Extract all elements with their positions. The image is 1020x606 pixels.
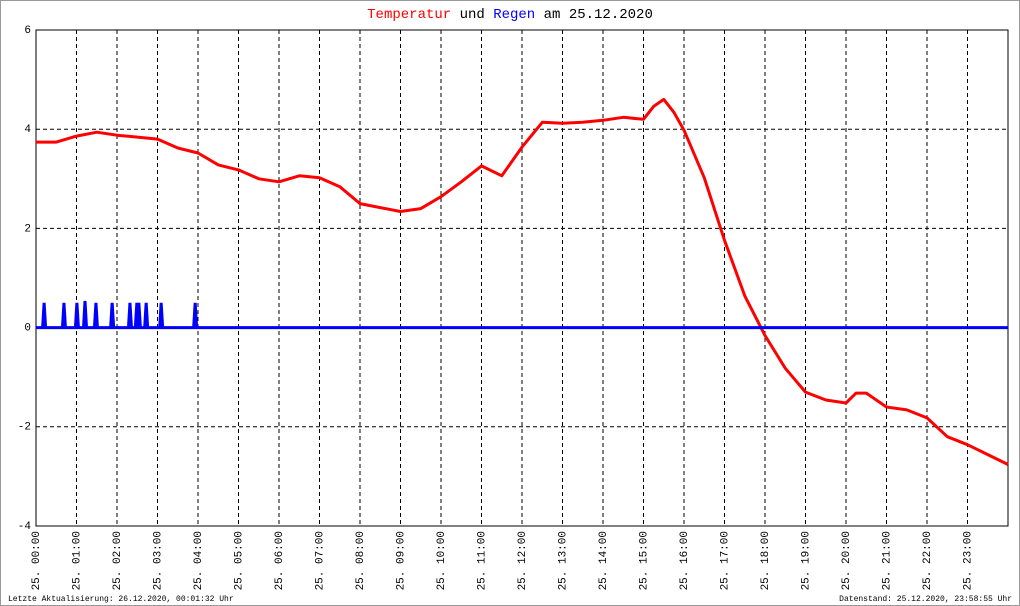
x-tick-label: 25. 13:00 bbox=[557, 531, 569, 590]
x-tick-label: 25. 06:00 bbox=[274, 531, 286, 590]
rain-spike bbox=[126, 302, 133, 328]
footer-data-state: Datenstand: 25.12.2020, 23:58:55 Uhr bbox=[839, 595, 1012, 604]
rain-spike bbox=[143, 302, 150, 328]
x-tick-label: 25. 15:00 bbox=[638, 531, 650, 590]
x-tick-label: 25. 03:00 bbox=[152, 531, 164, 590]
chart-title: Temperatur und Regen am 25.12.2020 bbox=[367, 7, 653, 23]
rain-spike bbox=[60, 302, 67, 328]
rain-spike bbox=[135, 302, 142, 328]
rain-spike bbox=[192, 302, 199, 328]
x-tick-label: 25. 20:00 bbox=[841, 531, 853, 590]
x-tick-label: 25. 18:00 bbox=[760, 531, 772, 590]
x-tick-label: 25. 02:00 bbox=[112, 531, 124, 590]
rain-spike bbox=[158, 302, 165, 328]
rain-spike bbox=[92, 302, 99, 328]
x-tick-label: 25. 10:00 bbox=[436, 531, 448, 590]
x-tick-label: 25. 07:00 bbox=[314, 531, 326, 590]
x-tick-label: 25. 05:00 bbox=[233, 531, 245, 590]
footer-updated: Letzte Aktualisierung: 26.12.2020, 00:01… bbox=[8, 595, 234, 604]
x-tick-label: 25. 23:00 bbox=[962, 531, 974, 590]
y-tick-label: 0 bbox=[24, 323, 31, 335]
title-temperature: Temperatur bbox=[367, 7, 451, 23]
y-tick-label: -4 bbox=[18, 521, 32, 533]
rain-spike bbox=[82, 300, 89, 328]
rain-spike bbox=[109, 302, 116, 328]
temperature-line bbox=[36, 97, 1009, 466]
x-tick-label: 25. 16:00 bbox=[679, 531, 691, 590]
x-tick-label: 25. 11:00 bbox=[476, 531, 488, 590]
x-tick-label: 25. 12:00 bbox=[517, 531, 529, 590]
x-tick-label: 25. 19:00 bbox=[800, 531, 812, 590]
x-tick-label: 25. 09:00 bbox=[395, 531, 407, 590]
title-rain: Regen bbox=[493, 7, 535, 23]
y-tick-label: 2 bbox=[24, 223, 31, 235]
y-tick-label: 4 bbox=[24, 124, 31, 136]
x-tick-label: 25. 04:00 bbox=[193, 531, 205, 590]
x-tick-label: 25. 14:00 bbox=[598, 531, 610, 590]
x-tick-label: 25. 01:00 bbox=[71, 531, 83, 590]
x-tick-label: 25. 17:00 bbox=[719, 531, 731, 590]
y-tick-label: -2 bbox=[18, 422, 31, 434]
x-tick-label: 25. 22:00 bbox=[922, 531, 934, 590]
rain-spike bbox=[73, 302, 80, 328]
title-date: am 25.12.2020 bbox=[544, 7, 653, 23]
y-tick-label: 6 bbox=[24, 25, 31, 37]
rain-spike bbox=[41, 302, 48, 328]
x-tick-label: 25. 08:00 bbox=[355, 531, 367, 590]
x-tick-label: 25. 21:00 bbox=[881, 531, 893, 590]
x-tick-label: 25. 00:00 bbox=[31, 531, 43, 590]
title-and: und bbox=[460, 7, 485, 23]
